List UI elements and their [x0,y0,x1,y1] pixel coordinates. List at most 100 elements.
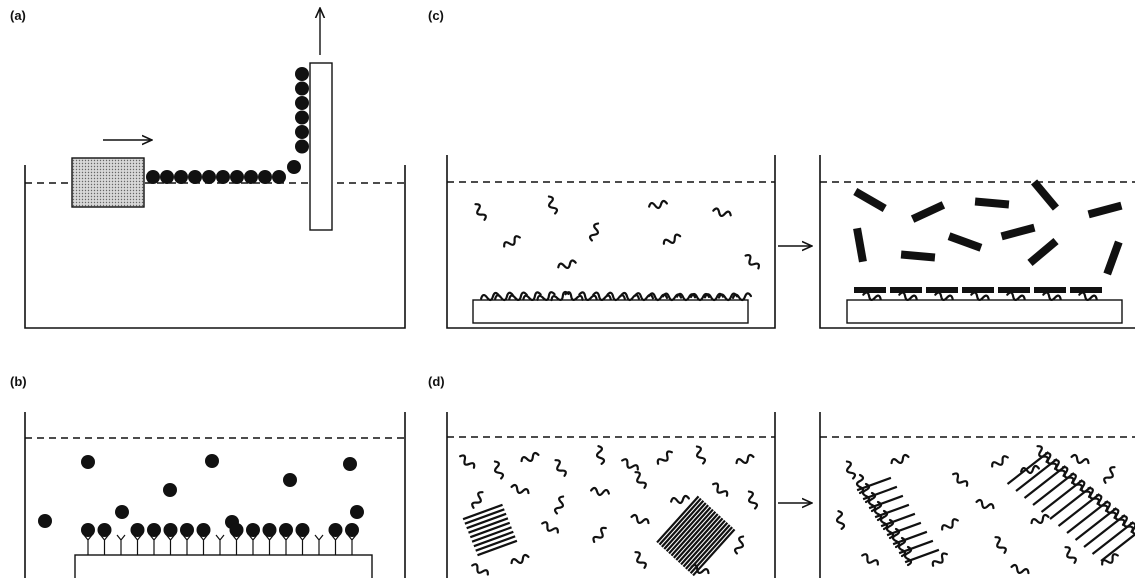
squiggle [931,552,949,568]
particle [163,483,177,497]
particles [38,454,364,555]
squiggle [744,254,761,271]
particle [287,160,301,174]
particle [164,523,178,537]
squiggle [835,511,844,530]
squiggle [511,554,530,566]
squiggle [734,536,746,555]
particle [295,82,309,96]
squiggle [541,521,560,535]
squiggle [633,551,647,570]
particle [205,454,219,468]
squiggle [1031,514,1050,526]
squiggle [554,496,566,515]
particle [295,67,309,81]
rod [853,228,867,263]
particle [188,170,202,184]
rod [1031,179,1059,210]
squiggle [1063,546,1077,565]
squiggle [471,563,490,577]
particle [272,170,286,184]
substrate [75,555,372,578]
squiggle [503,235,522,249]
rod [1088,202,1123,219]
squiggle [553,459,567,478]
squiggle [993,536,1007,555]
receptor [134,535,142,555]
particle [174,170,188,184]
particle [296,523,310,537]
rod [901,251,936,262]
squiggle [1011,564,1030,576]
particle [283,473,297,487]
squiggle [631,514,650,526]
rod [853,188,886,212]
squiggle [746,491,758,510]
particle [216,170,230,184]
rod [911,201,945,223]
particle [230,170,244,184]
receptor [332,535,340,555]
rod [1070,287,1102,293]
rod [975,198,1010,209]
squiggle [711,482,729,498]
rod [998,287,1030,293]
particle [246,523,260,537]
rod [854,287,886,293]
squiggle [595,446,604,465]
squiggle [558,260,577,270]
squiggle [671,495,690,504]
squiggle [649,200,668,209]
squiggle [633,471,647,490]
substrate-plate [310,63,332,230]
squiggle [941,518,960,532]
receptor [233,535,241,555]
particle [230,523,244,537]
squiggle [458,454,476,470]
receptor [84,535,92,555]
receptor [150,535,158,555]
particle [343,457,357,471]
barrier [72,158,144,207]
substrate [473,300,748,323]
particle [197,523,211,537]
squiggle [1071,454,1090,466]
particle [146,170,160,184]
panel-label: (b) [10,374,27,389]
panel-label: (c) [428,8,444,23]
squiggle [861,553,880,567]
particle [295,140,309,154]
squiggle [1103,466,1117,485]
particle [295,125,309,139]
squiggle [471,491,485,510]
squiggle [656,450,674,466]
particle [244,170,258,184]
particle [329,523,343,537]
squiggle [591,487,610,496]
squiggle [511,484,530,496]
rod [1001,224,1036,241]
rod [1103,241,1122,276]
particle [115,505,129,519]
receptor [117,535,125,555]
squiggle [546,196,558,215]
receptor [282,535,290,555]
particle [160,170,174,184]
particle [295,111,309,125]
particle [295,96,309,110]
squiggle [844,461,856,480]
particle [279,523,293,537]
molecules [473,179,1123,302]
particle [131,523,145,537]
squiggle [891,454,910,466]
squiggle [492,461,504,480]
particle [258,170,272,184]
squiggle [621,458,640,472]
particle [81,523,95,537]
squiggle [589,223,601,242]
receptor [348,535,356,555]
squiggle [991,455,1010,469]
squiggle [592,526,608,544]
receptor [200,535,208,555]
receptor [167,535,175,555]
